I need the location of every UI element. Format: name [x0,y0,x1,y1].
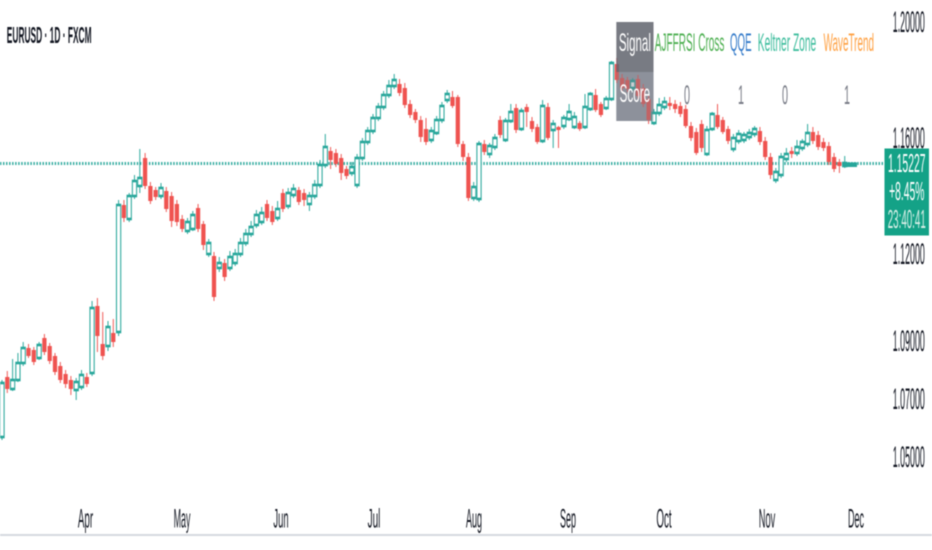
svg-text:1.05000: 1.05000 [893,439,925,473]
svg-text:QQE: QQE [730,30,752,58]
svg-text:Jun: Jun [273,504,288,534]
svg-text:1.07000: 1.07000 [893,381,925,415]
svg-text:1.20000: 1.20000 [893,4,925,38]
svg-text:+8.45%: +8.45% [889,178,924,207]
svg-text:Aug: Aug [466,504,482,534]
svg-text:Signal: Signal [619,30,651,58]
svg-text:Dec: Dec [848,504,864,534]
svg-text:0: 0 [684,80,690,110]
svg-text:WaveTrend: WaveTrend [824,30,874,58]
svg-text:Jul: Jul [368,504,381,534]
svg-text:23:40:41: 23:40:41 [888,206,926,235]
svg-text:Score: Score [620,81,650,109]
svg-text:Apr: Apr [78,504,93,534]
svg-text:May: May [174,504,191,534]
svg-text:EURUSD · 1D · FXCM: EURUSD · 1D · FXCM [7,22,92,48]
svg-text:AJFFRSI Cross: AJFFRSI Cross [655,30,725,58]
svg-text:1.09000: 1.09000 [893,323,925,357]
svg-text:1.15227: 1.15227 [888,150,926,179]
svg-text:Nov: Nov [759,504,776,534]
svg-text:Sep: Sep [560,504,576,534]
svg-text:0: 0 [782,80,788,110]
svg-text:Oct: Oct [656,504,671,534]
svg-text:1: 1 [738,80,744,110]
svg-text:1: 1 [844,80,850,110]
svg-text:Keltner Zone: Keltner Zone [758,30,816,58]
svg-text:1.12000: 1.12000 [893,236,925,270]
